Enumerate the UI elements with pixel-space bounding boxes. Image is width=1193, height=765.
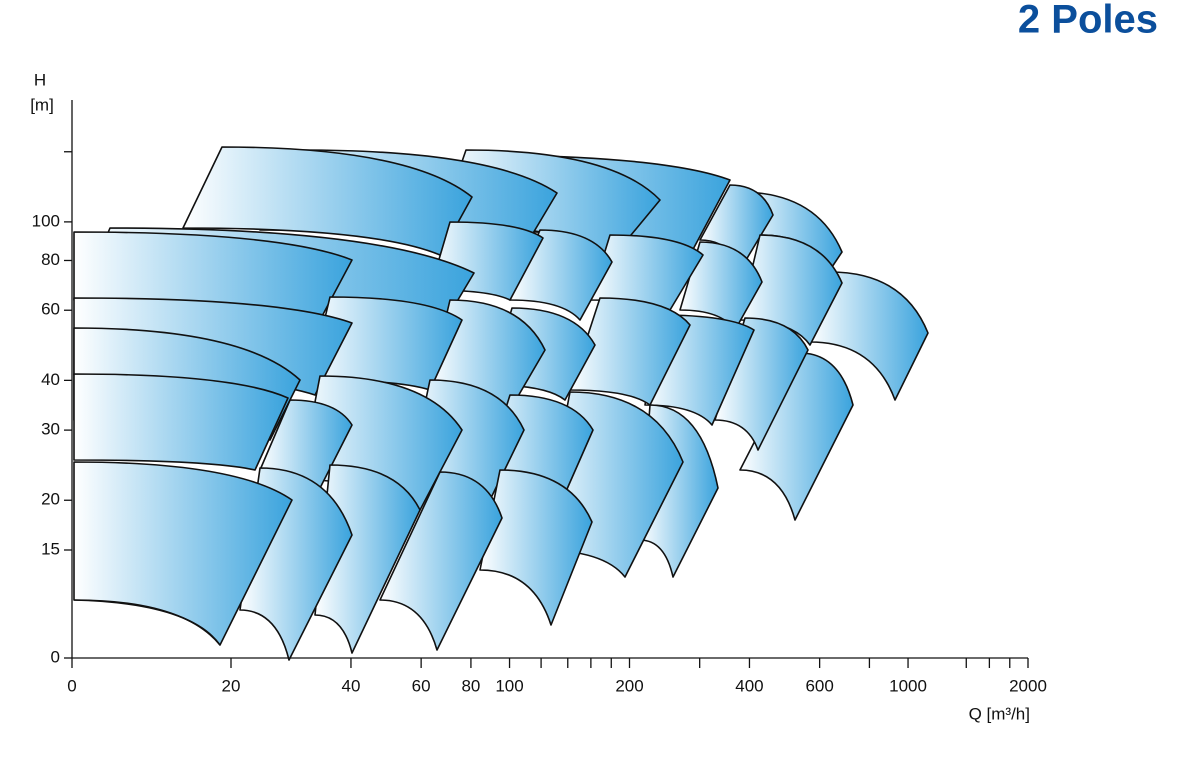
y-tick-label: 40 [41,370,60,389]
coverage-tile [809,271,929,401]
y-tick-label: 20 [41,490,60,509]
tiles [73,146,929,661]
x-tick-label: 0 [67,676,76,695]
x-tick-label: 20 [222,676,241,695]
y-tick-label: 15 [41,539,60,558]
x-tick-label: 200 [615,676,643,695]
coverage-tile [379,471,503,651]
x-axis-label: Q [m³/h] [969,704,1030,723]
coverage-tile [679,241,763,331]
x-tick-label: 100 [495,676,523,695]
y-tick-label: 100 [32,211,60,230]
x-tick-label: 1000 [889,676,927,695]
y-tick-label: 80 [41,250,60,269]
x-tick-label: 60 [412,676,431,695]
tile-bottom-curve [73,599,221,646]
y-tick-label: 30 [41,420,60,439]
x-tick-label: 2000 [1009,676,1047,695]
x-tick-label: 80 [461,676,480,695]
chart-title: 2 Poles [1018,0,1158,42]
x-tick-label: 400 [735,676,763,695]
y-tick-label: 0 [51,647,60,666]
x-tick-label: 600 [805,676,833,695]
x-tick-label: 40 [341,676,360,695]
coverage-tile [479,469,593,626]
y-tick-label: 60 [41,300,60,319]
y-axis-unit: [m] [30,95,54,114]
coverage-tile [739,352,854,521]
coverage-tile [73,373,289,471]
y-axis-label: H [34,70,46,89]
